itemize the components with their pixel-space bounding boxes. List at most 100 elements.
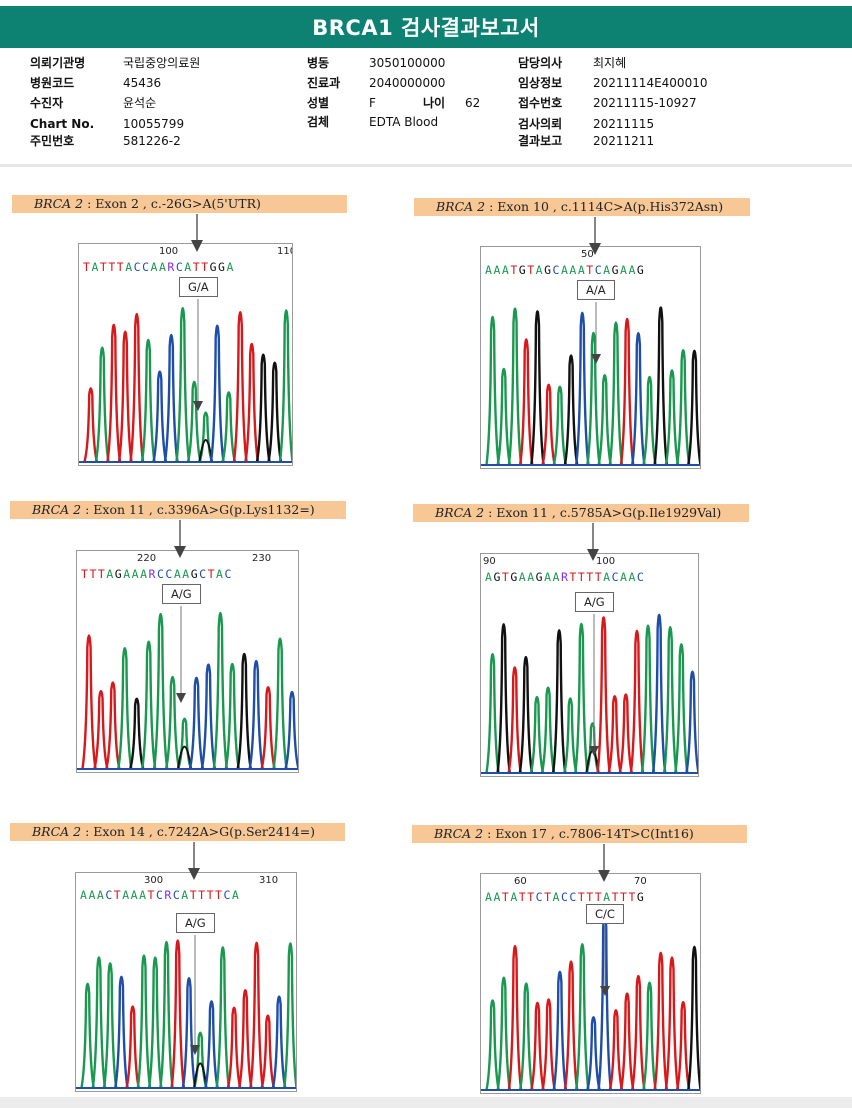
trace-peak (236, 652, 252, 770)
report-title: BRCA1 검사결과보고서 (0, 6, 852, 48)
info-key: 접수번호 (518, 96, 563, 110)
info-key: 검체 (307, 115, 330, 129)
trace-peak (675, 1001, 691, 1091)
info-key: 진료과 (307, 76, 341, 90)
trace-peak (272, 637, 288, 770)
base-call: G (518, 263, 528, 277)
variant-label: BRCA 2 : Exon 14 , c.7242A>G(p.Ser2414=) (10, 823, 345, 841)
base-call: C (199, 567, 208, 581)
variant-detail: : Exon 10 , c.1114C>A(p.His372Asn) (485, 199, 724, 214)
trace-peak (687, 349, 700, 466)
trace-peak (117, 330, 133, 463)
base-call: C (224, 567, 233, 581)
trace-peak (255, 353, 271, 463)
trace-peak (664, 369, 680, 466)
trace-peak (147, 956, 163, 1089)
base-call: R (167, 260, 176, 274)
base-call: C (156, 567, 166, 581)
base-call: C (165, 567, 174, 581)
trace-peak (114, 975, 129, 1089)
base-call: T (89, 567, 98, 581)
chromatogram-frame: 90 100 AGTGAAGAARTTTTACAAC A/G (480, 553, 699, 777)
trace-peak (93, 689, 109, 770)
trace-peak (193, 1062, 208, 1089)
base-call: A (181, 888, 190, 902)
trace-peak (651, 613, 667, 774)
gene-name: BRCA 2 (32, 824, 82, 839)
base-call: A (122, 888, 131, 902)
trace-peak (653, 306, 669, 466)
trace-peak (630, 974, 646, 1091)
base-call: A (569, 263, 578, 277)
info-value: 20211115-10927 (593, 96, 697, 110)
trace-peak (152, 612, 169, 770)
chromatogram-frame: 300 310 AAACTAAATCRCATTTTCA A/G (75, 872, 297, 1092)
variant-arrow (587, 523, 599, 561)
base-position: 110 (277, 246, 292, 257)
variant-arrow (589, 217, 601, 255)
trace-plot (79, 299, 292, 463)
trace-peak (485, 315, 500, 466)
trace-peak (574, 622, 589, 774)
info-key: 임상정보 (518, 76, 563, 90)
base-call: T (501, 570, 511, 584)
variant-label: BRCA 2 : Exon 2 , c.-26G>A(5'UTR) (12, 195, 347, 213)
trace-peak (662, 625, 678, 774)
trace-peak (618, 693, 634, 774)
base-call: G (190, 567, 200, 581)
trace-peak (284, 690, 298, 770)
info-key: 성별 (307, 96, 330, 110)
base-call: T (81, 567, 90, 581)
base-call: C (560, 890, 570, 904)
trace-peak (200, 663, 217, 770)
gene-name: BRCA 2 (34, 196, 84, 211)
info-key: 병동 (307, 56, 330, 70)
base-position: 90 (483, 556, 496, 567)
base-call: A (216, 567, 225, 581)
call-pointer-arrow (600, 986, 610, 996)
trace-peak (596, 616, 611, 774)
base-sequence: TATTTACCAARCATTGGA (83, 260, 235, 274)
header-shadow (0, 164, 852, 167)
trace-peak (551, 629, 567, 774)
trace-peak (642, 375, 657, 466)
trace-peak (485, 653, 500, 774)
base-call: T (510, 263, 519, 277)
trace-peak (642, 981, 657, 1091)
trace-peak (163, 333, 179, 463)
info-value: 45436 (123, 76, 162, 90)
trace-peak (175, 306, 191, 463)
trace-peak (507, 307, 523, 466)
trace-peak (105, 681, 121, 770)
genotype-call: A/G (162, 584, 201, 604)
trace-peak (260, 1014, 276, 1089)
base-call: A (577, 263, 587, 277)
trace-peak (563, 960, 579, 1091)
trace-peak (507, 944, 523, 1091)
trace-peak (244, 342, 260, 463)
base-call: G (218, 260, 227, 274)
base-position: 60 (514, 876, 527, 887)
base-call: C (552, 263, 561, 277)
chromatogram-frame: 100110TATTTACCAARCATTGGAG/A (78, 243, 293, 466)
base-call: R (148, 567, 157, 581)
trace-peak (140, 640, 157, 770)
trace-peak (106, 323, 122, 463)
trace-peak (117, 647, 133, 770)
trace-peak (136, 954, 152, 1089)
trace-peak (675, 348, 691, 466)
trace-peak (282, 942, 296, 1089)
trace-peak (102, 962, 118, 1089)
variant-label: BRCA 2 : Exon 10 , c.1114C>A(p.His372Asn… (414, 198, 750, 216)
bottom-bar (0, 1097, 852, 1108)
base-position: 70 (634, 876, 647, 887)
base-call: G (636, 890, 646, 904)
base-call: A (173, 567, 183, 581)
trace-peak (186, 380, 202, 463)
variant-detail: : Exon 17 , c.7806-14T>C(Int16) (483, 826, 694, 841)
base-call: G (544, 263, 553, 277)
base-call: A (518, 570, 528, 584)
trace-peak (608, 321, 624, 466)
base-call: T (518, 890, 528, 904)
base-call: A (527, 570, 536, 584)
